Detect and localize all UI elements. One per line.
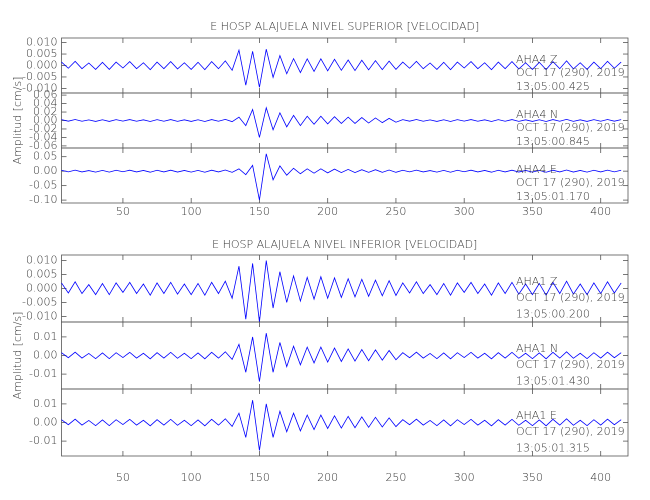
station-label: AHA1 N — [516, 342, 558, 355]
x-tick-label: 100 — [181, 471, 202, 484]
x-tick-label: 300 — [454, 205, 475, 218]
station-time: 13:05:01.315 — [516, 442, 590, 455]
waveform — [61, 48, 622, 88]
x-tick-label: 350 — [522, 471, 543, 484]
y-axis-label: Amplitud [cm/s] — [11, 312, 24, 400]
y-tick-label: -0.010 — [22, 81, 57, 94]
station-date: OCT 17 (290), 2019 — [516, 291, 625, 304]
station-label: AHA1 E — [516, 409, 557, 422]
waveform — [61, 333, 622, 382]
x-tick-label: 50 — [116, 471, 130, 484]
y-tick-label: 0.05 — [33, 150, 58, 163]
y-tick-label: -0.02 — [29, 122, 57, 135]
x-tick-label: 250 — [385, 205, 406, 218]
station-label: AHA4 Z — [516, 53, 558, 66]
y-tick-label: -0.005 — [22, 70, 57, 83]
x-tick-label: 350 — [522, 205, 543, 218]
station-date: OCT 17 (290), 2019 — [516, 176, 625, 189]
waveform — [61, 106, 622, 138]
station-time: 13:05:00.845 — [516, 135, 590, 148]
y-tick-label: 0.005 — [26, 268, 58, 281]
station-time: 13:05:01.430 — [516, 375, 590, 388]
y-tick-label: 0.00 — [33, 114, 58, 127]
x-tick-label: 100 — [181, 205, 202, 218]
station-time: 13:05:01.170 — [516, 190, 590, 203]
x-tick-label: 200 — [317, 471, 338, 484]
x-tick-label: 400 — [590, 471, 611, 484]
station-label: AHA4 N — [516, 108, 558, 121]
waveform — [61, 153, 622, 201]
waveform — [61, 400, 622, 451]
station-time: 13:05:00.425 — [516, 80, 590, 93]
y-tick-label: 0.005 — [26, 47, 58, 60]
x-tick-label: 150 — [249, 471, 270, 484]
y-tick-label: -0.01 — [29, 434, 57, 447]
y-tick-label: 0.000 — [26, 59, 58, 72]
y-tick-label: 0.04 — [33, 97, 58, 110]
y-tick-label: 0.01 — [33, 397, 58, 410]
y-tick-label: 0.00 — [33, 416, 58, 429]
station-time: 13:05:00.200 — [516, 308, 590, 321]
y-tick-label: -0.01 — [29, 367, 57, 380]
y-tick-label: -0.010 — [22, 309, 57, 322]
waveform — [61, 260, 622, 323]
station-date: OCT 17 (290), 2019 — [516, 66, 625, 79]
y-tick-label: 0.01 — [33, 330, 58, 343]
y-tick-label: -0.04 — [29, 130, 57, 143]
x-tick-label: 400 — [590, 205, 611, 218]
y-tick-label: 0.010 — [26, 254, 58, 267]
station-date: OCT 17 (290), 2019 — [516, 358, 625, 371]
y-tick-label: -0.05 — [29, 179, 57, 192]
section-title: E HOSP ALAJUELA NIVEL SUPERIOR [VELOCIDA… — [210, 20, 479, 33]
y-tick-label: -0.06 — [29, 139, 57, 152]
station-date: OCT 17 (290), 2019 — [516, 425, 625, 438]
y-tick-label: 0.010 — [26, 36, 58, 49]
y-tick-label: 0.00 — [33, 349, 58, 362]
x-tick-label: 50 — [116, 205, 130, 218]
x-tick-label: 200 — [317, 205, 338, 218]
y-tick-label: -0.10 — [29, 193, 57, 206]
y-tick-label: 0.06 — [33, 88, 58, 101]
y-tick-label: 0.00 — [33, 164, 58, 177]
x-tick-label: 300 — [454, 471, 475, 484]
station-date: OCT 17 (290), 2019 — [516, 121, 625, 134]
x-tick-label: 250 — [385, 471, 406, 484]
y-tick-label: 0.02 — [33, 105, 58, 118]
section-title: E HOSP ALAJUELA NIVEL INFERIOR [VELOCIDA… — [212, 238, 477, 251]
x-tick-label: 150 — [249, 205, 270, 218]
station-label: AHA1 Z — [516, 275, 558, 288]
station-label: AHA4 E — [516, 163, 557, 176]
y-tick-label: 0.000 — [26, 282, 58, 295]
panel-frame — [61, 147, 629, 204]
y-tick-label: -0.005 — [22, 295, 57, 308]
y-axis-label: Amplitud [cm/s] — [11, 77, 24, 165]
